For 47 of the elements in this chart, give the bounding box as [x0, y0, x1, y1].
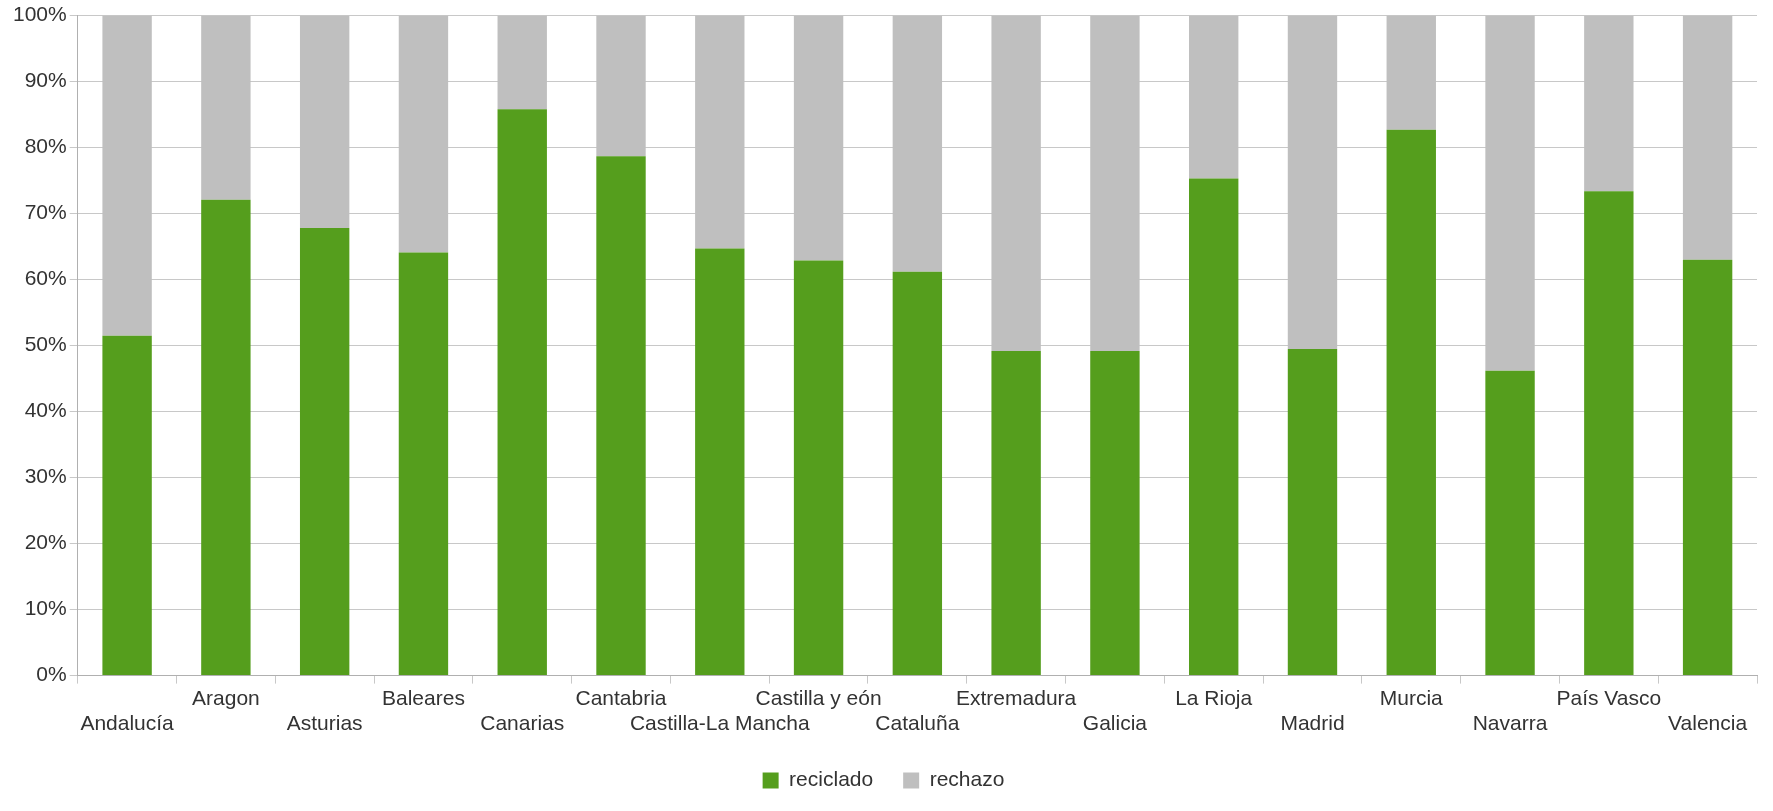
bar — [892, 271, 943, 676]
y-tick-label: 30% — [24, 464, 67, 488]
bar — [991, 350, 1041, 676]
bar — [695, 248, 745, 676]
y-tick-label: 0% — [36, 662, 67, 686]
bar — [596, 156, 646, 676]
y-tick-label: 20% — [24, 530, 67, 554]
x-tick-label: Extremadura — [956, 686, 1077, 709]
bar — [299, 228, 350, 676]
bar — [1682, 259, 1733, 676]
y-tick-label: 70% — [24, 200, 67, 224]
y-tick-label: 10% — [24, 596, 67, 620]
x-tick-label: Castilla y eón — [755, 686, 882, 709]
y-tick-label: 100% — [12, 2, 67, 26]
x-tick-label: Cataluña — [875, 711, 960, 735]
bar — [793, 260, 844, 676]
x-tick-label: Baleares — [382, 686, 465, 709]
bar — [398, 252, 449, 676]
x-tick-label: La Rioja — [1175, 686, 1253, 709]
x-tick-label: Asturias — [286, 711, 363, 735]
bar — [1189, 178, 1239, 676]
bar — [1584, 191, 1634, 676]
x-tick-label: Madrid — [1280, 711, 1345, 735]
bar — [1287, 348, 1338, 676]
x-tick-label: Canarias — [480, 711, 565, 735]
bar — [1090, 350, 1140, 676]
legend-label: reciclado — [789, 767, 874, 791]
bar — [102, 335, 152, 676]
bar — [1386, 129, 1436, 676]
y-tick-label: 60% — [24, 266, 67, 290]
x-tick-label: Galicia — [1082, 711, 1148, 735]
y-tick-label: 80% — [24, 134, 67, 158]
bar — [1485, 370, 1535, 676]
y-tick-label: 90% — [24, 68, 67, 92]
x-tick-label: Navarra — [1472, 711, 1548, 735]
y-tick-label: 50% — [24, 332, 67, 356]
x-tick-label: Castilla-La Mancha — [629, 711, 810, 735]
x-tick-label: Aragon — [192, 686, 260, 709]
x-tick-label: Murcia — [1379, 686, 1444, 709]
x-tick-label: Valencia — [1668, 711, 1748, 735]
x-tick-label: Andalucía — [80, 711, 175, 735]
x-tick-label: Cantabria — [575, 686, 667, 709]
bar — [497, 109, 547, 676]
y-tick-label: 40% — [24, 398, 67, 422]
x-tick-label: País Vasco — [1556, 686, 1662, 709]
bar — [201, 199, 251, 676]
legend-label: rechazo — [929, 767, 1005, 791]
